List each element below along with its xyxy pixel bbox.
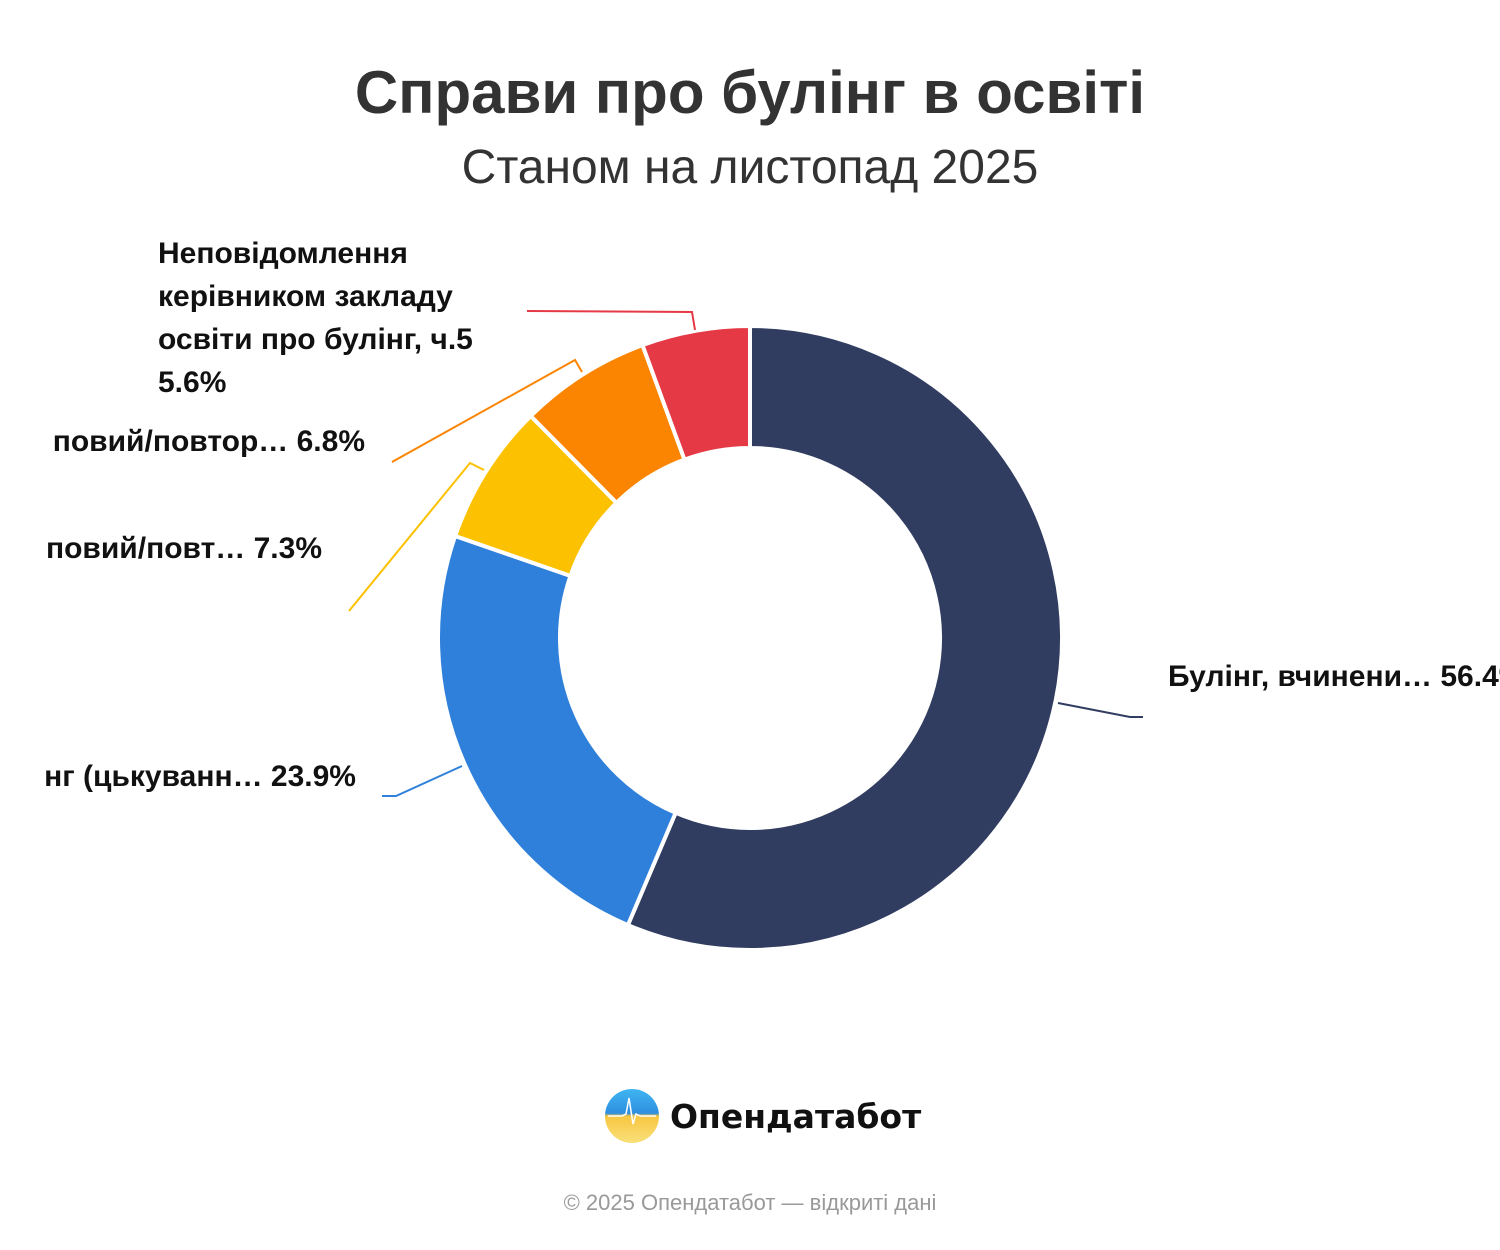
leader-line-3 <box>391 358 583 463</box>
chart-title: Справи про булінг в освіті <box>354 59 1146 126</box>
leader-line-2 <box>348 461 485 612</box>
leader-line-1 <box>382 765 463 797</box>
chart-subtitle: Станом на листопад 2025 <box>461 141 1039 194</box>
donut-slice-0 <box>625 324 1064 952</box>
brand-logo: Опендатабот <box>604 1088 921 1144</box>
leader-line-4 <box>526 310 696 331</box>
footer-copyright: © 2025 Опендатабот — відкриті дані <box>563 1190 937 1215</box>
slice-label-4: Неповідомлення керівником закладу освіти… <box>158 237 473 399</box>
slice-label-0: Булінг, вчинени… 56.4% <box>1168 660 1500 693</box>
leader-line-0 <box>1057 702 1143 718</box>
donut-slice-4 <box>640 324 752 462</box>
donut-slice-1 <box>436 534 678 928</box>
slice-label-3: повий/повтор… 6.8% <box>52 425 365 458</box>
slice-label-2: повий/повт… 7.3% <box>45 532 322 565</box>
slice-label-1: нг (цькуванн… 23.9% <box>44 760 356 793</box>
brand-name: Опендатабот <box>670 1096 922 1136</box>
opendatabot-logo-icon <box>605 1089 659 1143</box>
